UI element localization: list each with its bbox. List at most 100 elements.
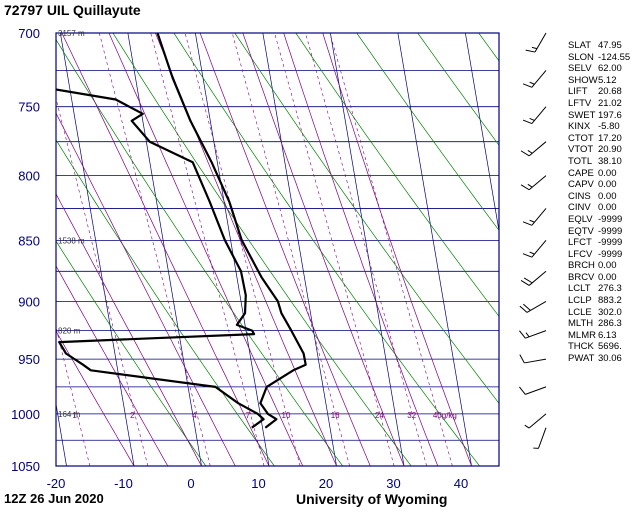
- index-row: VTOT 20.90: [568, 144, 640, 156]
- dewpoint-profile-line: [56, 88, 265, 429]
- index-row: SELV 62.00: [568, 63, 640, 75]
- wind-barb-flag: [522, 253, 533, 258]
- moist-adiabat-line: [56, 265, 169, 466]
- wind-barb-flag: [519, 305, 528, 313]
- index-key: LCLP: [568, 295, 592, 307]
- wind-barb-staff: [528, 141, 547, 157]
- index-key: LIFT: [568, 86, 588, 98]
- wind-barb-half-flag: [524, 424, 530, 429]
- index-row: CTOT 17.20: [568, 133, 640, 145]
- index-key: LFCV: [568, 248, 593, 260]
- height-label: 820 m: [58, 327, 81, 336]
- isotherm-line: [195, 33, 270, 466]
- index-row: CINV 0.00: [568, 202, 640, 214]
- index-key: LFCT: [568, 237, 592, 249]
- temperature-tick-label: 20: [319, 476, 333, 491]
- mixing-ratio-line: [274, 33, 395, 466]
- index-value: 20.68: [598, 86, 622, 98]
- height-label: 1538 m: [58, 236, 85, 245]
- wind-barb-staff: [531, 240, 547, 258]
- index-row: MLMR 6.13: [568, 330, 640, 342]
- wind-barb-staff: [525, 386, 547, 395]
- temperature-tick-label: -20: [47, 476, 66, 491]
- index-key: CINS: [568, 190, 591, 202]
- wind-barb: [533, 427, 547, 449]
- index-value: 0.00: [598, 260, 617, 272]
- mixing-ratio-line: [329, 33, 453, 466]
- wind-barb: [522, 70, 547, 88]
- wind-barb-staff: [538, 427, 547, 449]
- index-key: TOTL: [568, 155, 593, 167]
- wind-barb-flag: [520, 280, 530, 286]
- index-key: SLON: [568, 51, 594, 63]
- index-value: -5.80: [598, 121, 620, 133]
- wind-barb: [519, 386, 547, 395]
- wind-barb: [519, 300, 547, 313]
- index-value: 302.0: [598, 306, 622, 318]
- wind-barb-staff: [525, 330, 547, 339]
- wind-barb-half-flag: [527, 149, 533, 154]
- wind-barb-staff: [534, 32, 547, 53]
- wind-barb-staff: [526, 300, 547, 313]
- mixing-ratio-label: 7: [246, 411, 251, 420]
- wind-barb-half-flag: [529, 251, 535, 255]
- index-key: SLAT: [568, 40, 592, 51]
- index-row: SHOW5.12: [568, 75, 640, 87]
- wind-barb-flag: [525, 49, 536, 53]
- dry-adiabat-line: [56, 240, 207, 466]
- index-key: CINV: [568, 202, 591, 214]
- index-key: PWAT: [568, 353, 595, 365]
- dry-adiabat-line: [112, 33, 412, 466]
- sounding-profiles: [56, 33, 307, 429]
- index-value: 0.00: [598, 179, 617, 191]
- moist-adiabat-line: [322, 33, 472, 466]
- wind-barb: [524, 413, 547, 429]
- index-row: CAPV 0.00: [568, 179, 640, 191]
- temperature-tick-label: 0: [187, 476, 194, 491]
- plot-frame: [55, 32, 500, 467]
- index-value: 47.95: [598, 40, 622, 51]
- mixing-ratio-line: [56, 326, 91, 466]
- index-value: 0.00: [598, 167, 617, 179]
- index-row: SLAT 47.95: [568, 40, 640, 52]
- index-key: SWET: [568, 109, 596, 121]
- index-value: 62.00: [598, 63, 622, 75]
- index-key: SELV: [568, 63, 592, 75]
- dry-adiabat-line: [56, 139, 275, 466]
- index-row: LCLP 883.2: [568, 295, 640, 307]
- wind-barb-half-flag: [529, 81, 535, 85]
- index-key: MLMR: [568, 329, 596, 341]
- wind-barb-flag: [520, 184, 530, 191]
- index-value: 38.10: [598, 155, 622, 167]
- mixing-ratio-label: 40g/kg: [433, 411, 457, 420]
- isotherm-line: [127, 33, 202, 466]
- chart-title: 72797 UIL Quillayute: [4, 2, 141, 18]
- index-value: 0.00: [598, 202, 617, 214]
- index-row: BRCH 0.00: [568, 260, 640, 272]
- index-value: 20.90: [598, 144, 622, 156]
- index-value: 5.12: [598, 74, 617, 86]
- temperature-profile-line: [156, 33, 307, 429]
- wind-barb-flag: [522, 119, 533, 124]
- wind-barb-flag: [520, 150, 530, 157]
- wind-barb-staff: [528, 175, 547, 191]
- index-key: BRCV: [568, 271, 595, 283]
- index-value: 21.02: [598, 97, 622, 109]
- wind-barb: [525, 32, 547, 53]
- pressure-tick-label: 850: [18, 233, 40, 248]
- dry-adiabat-line: [356, 33, 499, 231]
- mixing-ratio-line: [184, 33, 301, 466]
- index-value: -9999: [598, 213, 623, 225]
- index-value: 6.13: [598, 329, 617, 341]
- wind-barb: [519, 354, 547, 364]
- index-row: SWET 197.6: [568, 110, 640, 122]
- mixing-ratio-label: 1: [72, 411, 77, 420]
- index-row: MLTH 286.3: [568, 318, 640, 330]
- footer-date: 12Z 26 Jun 2020: [4, 491, 104, 506]
- mixing-ratio-label: 32: [407, 411, 416, 420]
- index-key: EQLV: [568, 213, 593, 225]
- wind-barb: [522, 106, 547, 124]
- index-row: PWAT 30.06: [568, 353, 640, 365]
- isotherm-line: [330, 33, 405, 466]
- moist-adiabat-line: [56, 330, 135, 466]
